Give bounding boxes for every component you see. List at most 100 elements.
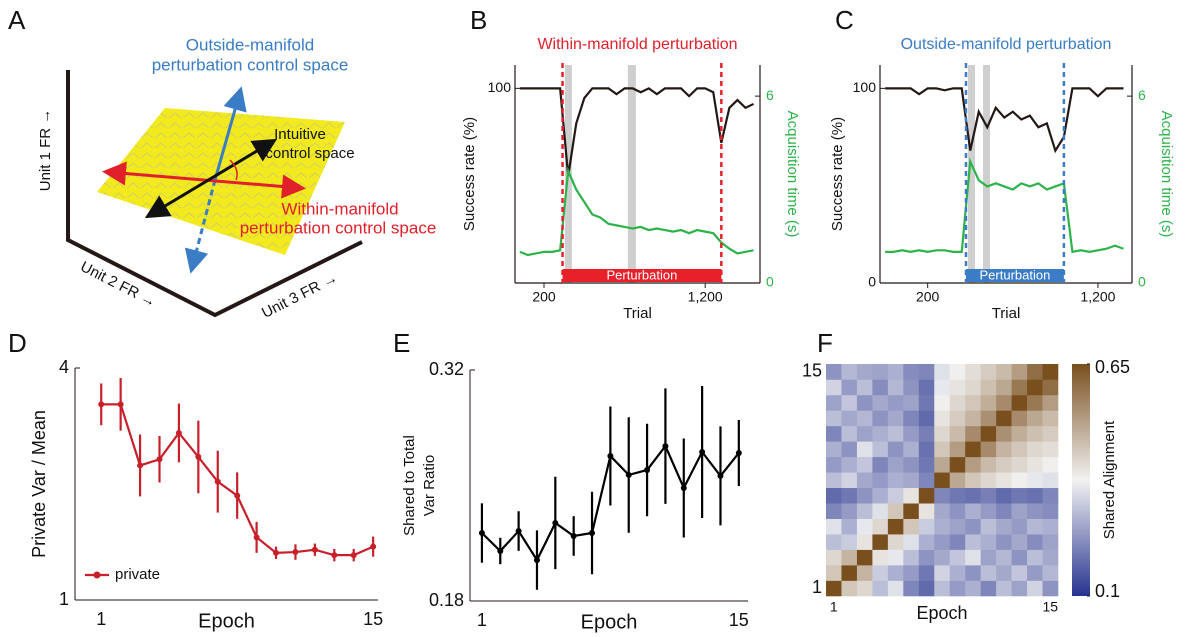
heatmap-cell xyxy=(872,565,889,581)
heatmap-cell xyxy=(965,518,981,535)
point xyxy=(234,492,241,499)
heatmap-cell xyxy=(996,518,1012,535)
y-axis-label: Shared to Total xyxy=(401,435,418,536)
y-tick-label: 0 xyxy=(868,274,876,290)
heatmap-cell xyxy=(1042,518,1059,535)
heatmap-cell xyxy=(918,503,935,519)
point xyxy=(497,548,504,555)
heatmap-cell xyxy=(1042,580,1059,597)
heatmap-cell xyxy=(1042,472,1059,489)
heatmap-cell xyxy=(826,425,842,442)
heatmap-cell xyxy=(965,565,981,581)
heatmap-cell xyxy=(980,503,997,519)
heatmap-cell xyxy=(826,441,842,458)
shaded-band xyxy=(627,65,636,283)
x-tick-label: 1 xyxy=(96,609,106,629)
perturbation-label: Perturbation xyxy=(607,267,678,282)
heatmap-cell xyxy=(1011,456,1028,473)
x-axis-label: Epoch xyxy=(916,603,967,623)
heatmap-cell xyxy=(887,503,904,519)
point xyxy=(331,552,338,559)
heatmap-cell xyxy=(1011,487,1028,504)
x-axis-label: Epoch xyxy=(581,611,638,633)
heatmap-cell xyxy=(887,534,904,550)
heatmap-cell xyxy=(887,456,904,473)
heatmap-cell xyxy=(965,456,981,473)
heatmap-cell xyxy=(949,472,966,489)
heatmap-cell xyxy=(934,487,951,504)
heatmap-cell xyxy=(841,441,858,458)
heatmap-cell xyxy=(1042,441,1059,458)
heatmap-cell xyxy=(856,410,873,427)
heatmap-cell xyxy=(980,534,997,550)
y-tick-label: 15 xyxy=(802,360,822,380)
series-line xyxy=(885,157,1124,254)
y-tick-label: 1 xyxy=(59,589,69,609)
heatmap-cell xyxy=(918,472,935,489)
point xyxy=(662,443,669,450)
heatmap-cell xyxy=(903,441,920,458)
heatmap-cell xyxy=(918,364,935,380)
heatmap-cell xyxy=(887,410,904,427)
diagram-label: Intuitive xyxy=(274,126,326,143)
perturbation-bar xyxy=(562,269,722,282)
y2-axis-label: Acquisition time (s) xyxy=(1158,111,1175,238)
heatmap-cell xyxy=(826,394,842,411)
heatmap-cell xyxy=(1027,456,1043,473)
heatmap-cell xyxy=(903,472,920,489)
axis-label: Unit 1 FR → xyxy=(37,109,54,192)
colorbar-tick-label: 0.1 xyxy=(1095,581,1120,601)
series-line xyxy=(519,87,755,177)
y-tick-label: 100 xyxy=(853,79,877,95)
y-tick-label: 1 xyxy=(812,577,822,597)
heatmap-cell xyxy=(934,425,951,442)
point xyxy=(570,532,577,539)
x-tick-label: 15 xyxy=(729,610,749,630)
heatmap-cell xyxy=(841,394,858,411)
y2-tick-label: 0 xyxy=(766,274,774,290)
heatmap-cell xyxy=(903,534,920,550)
heatmap-cell xyxy=(841,565,858,581)
heatmap-cell xyxy=(826,534,842,550)
point xyxy=(515,528,522,535)
x-tick-label: 1 xyxy=(477,610,487,630)
heatmap-cell xyxy=(980,425,997,442)
heatmap-cell xyxy=(1042,565,1059,581)
series-line xyxy=(885,87,1124,154)
point xyxy=(273,549,280,556)
heatmap-cell xyxy=(903,425,920,442)
point xyxy=(552,519,559,526)
panel-label: E xyxy=(393,328,410,358)
chart-title: Within-manifold perturbation xyxy=(537,36,737,53)
heatmap-cell xyxy=(887,394,904,411)
heatmap-cell xyxy=(934,379,951,396)
heatmap-cell xyxy=(841,503,858,519)
heatmap-cell xyxy=(903,503,920,519)
heatmap-cell xyxy=(856,487,873,504)
heatmap-cell xyxy=(903,518,920,535)
intuitive-arrow xyxy=(144,138,278,219)
point xyxy=(699,449,706,456)
heatmap-cell xyxy=(996,425,1012,442)
heatmap-cell xyxy=(856,379,873,396)
heatmap-cell xyxy=(996,580,1012,597)
point xyxy=(175,429,182,436)
point xyxy=(644,466,651,473)
legend-marker xyxy=(93,571,101,579)
heatmap-cell xyxy=(872,394,889,411)
heatmap-cell xyxy=(841,472,858,489)
heatmap-cell xyxy=(980,379,997,396)
heatmap-cell xyxy=(934,364,951,380)
heatmap-cell xyxy=(841,379,858,396)
heatmap-cell xyxy=(841,534,858,550)
heatmap-cell xyxy=(934,565,951,581)
heatmap-cell xyxy=(856,364,873,380)
y-axis-label: Success rate (%) xyxy=(461,117,478,231)
heatmap-cell xyxy=(872,534,889,550)
heatmap-cell xyxy=(949,503,966,519)
heatmap-cell xyxy=(887,379,904,396)
heatmap-cell xyxy=(1027,580,1043,597)
heatmap-cell xyxy=(887,487,904,504)
colorbar xyxy=(1072,364,1090,596)
heatmap-cell xyxy=(1027,425,1043,442)
